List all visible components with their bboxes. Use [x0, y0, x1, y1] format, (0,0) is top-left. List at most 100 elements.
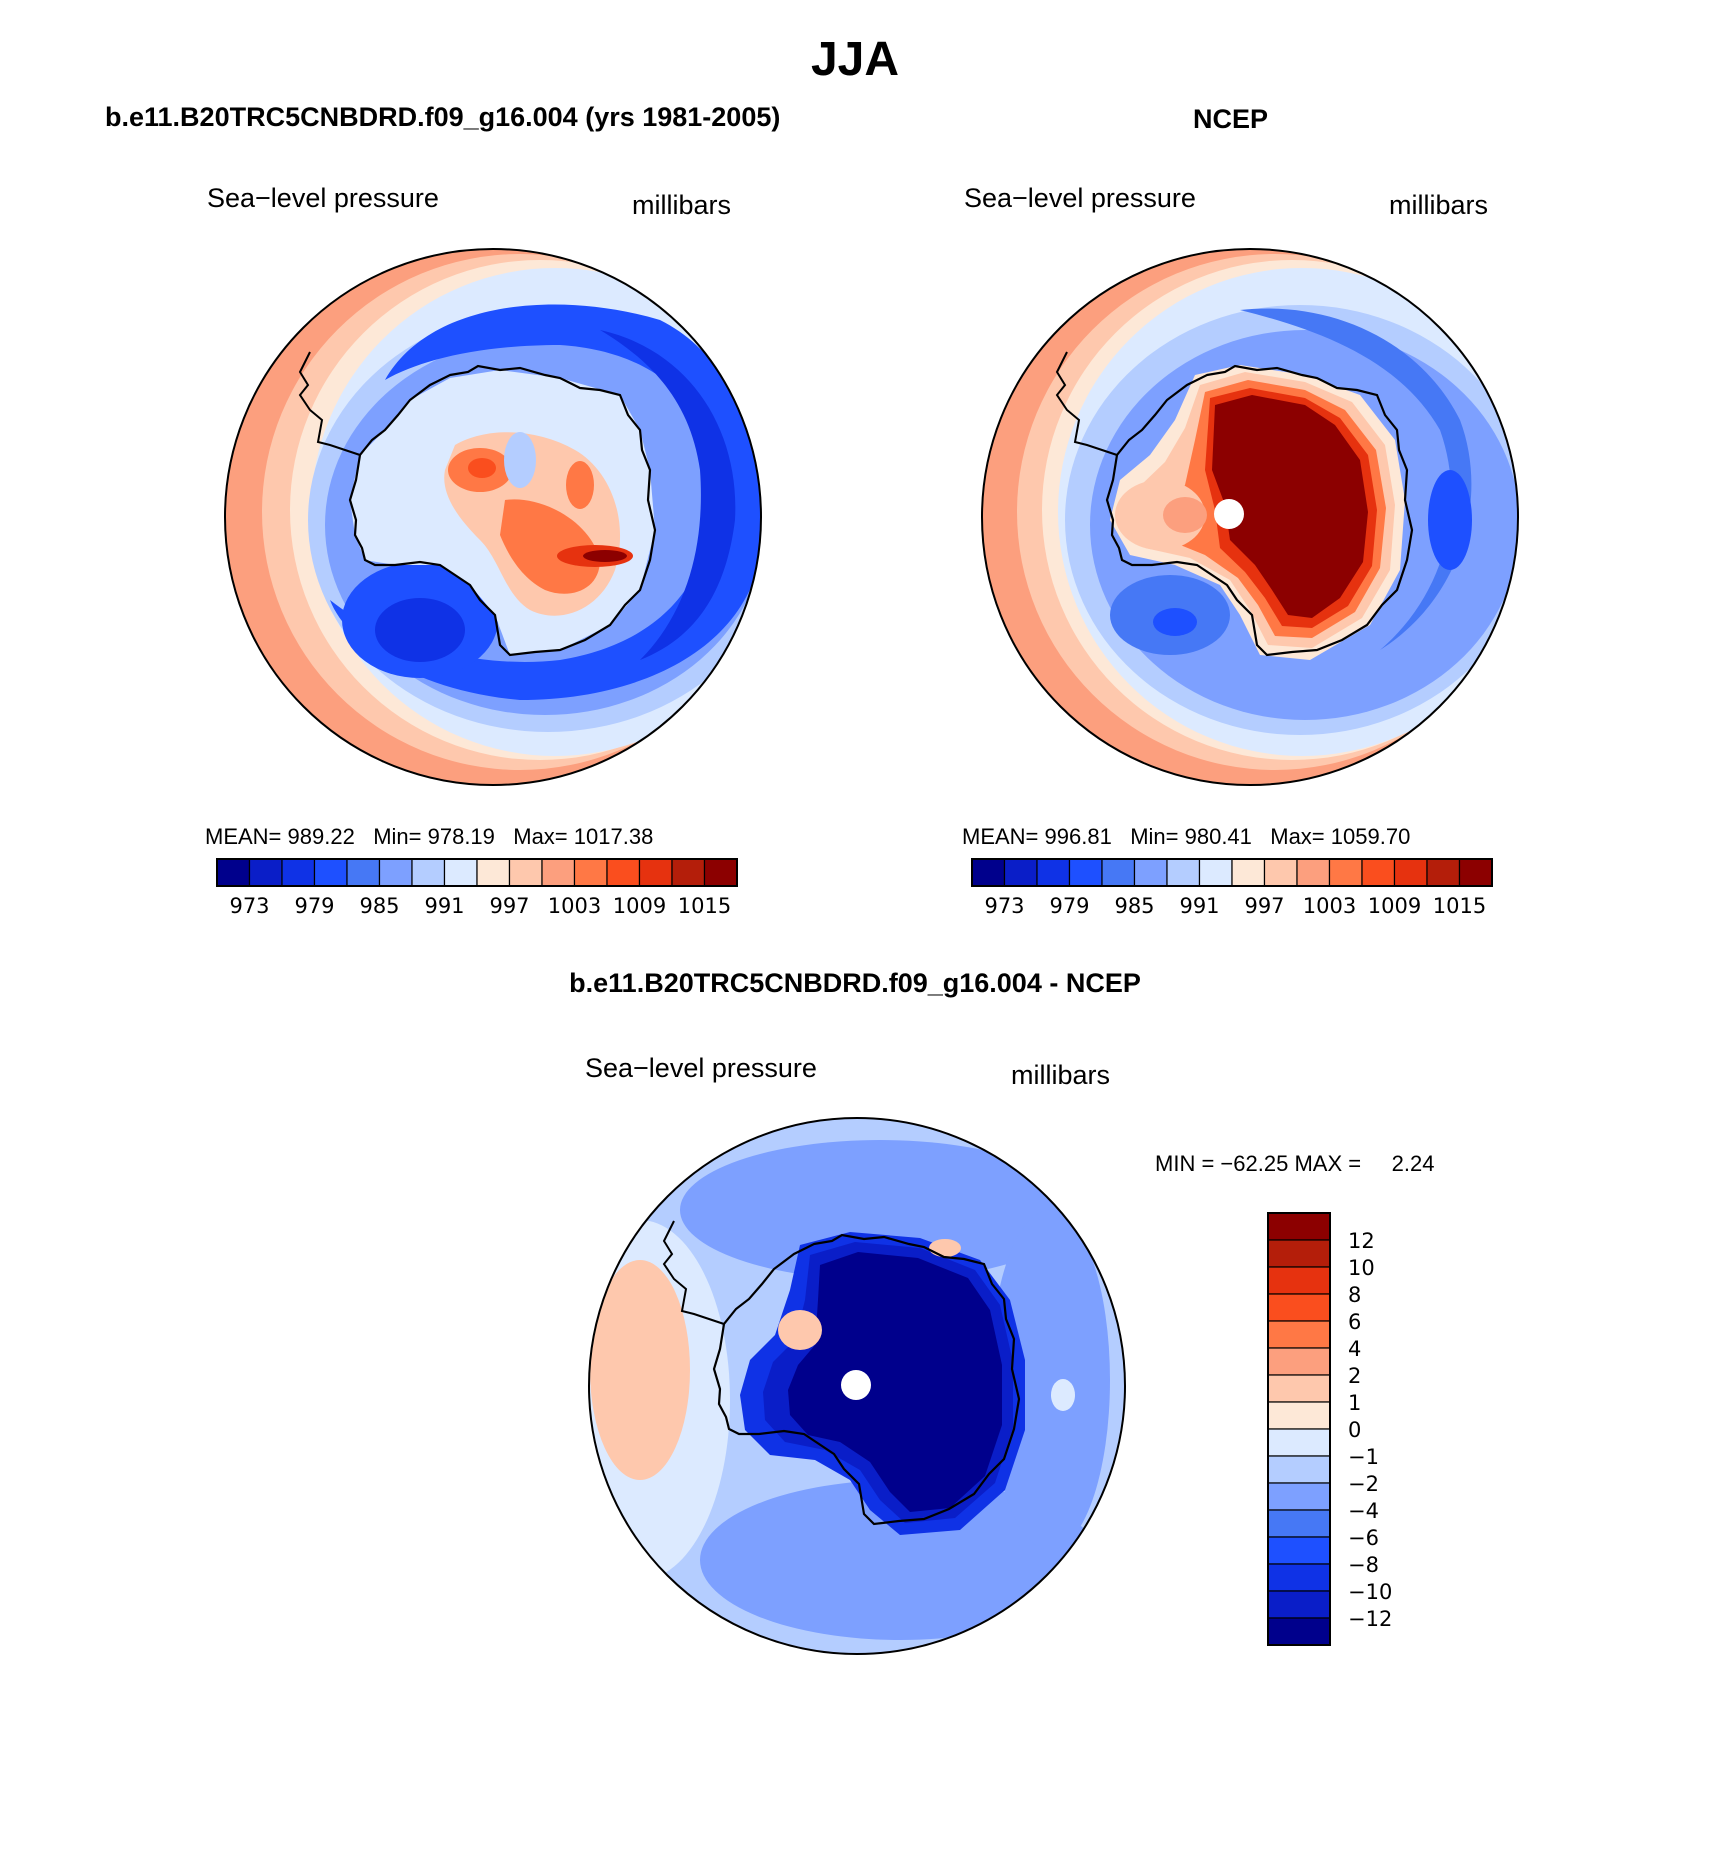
panel3-map	[589, 1118, 1125, 1654]
colorbar-swatch	[1166, 858, 1201, 887]
colorbar-tick-label: 10	[1348, 1256, 1375, 1280]
colorbar-swatch	[1036, 858, 1071, 887]
panel3-antarctica-coastline	[712, 1233, 1021, 1526]
panel2-continent-darkred	[1212, 395, 1368, 618]
colorbar-swatch	[1231, 858, 1266, 887]
panel2-ross-low-core	[1153, 608, 1197, 636]
panel1-min-label: Min=	[373, 824, 422, 849]
colorbar-tick-label: 1003	[548, 894, 601, 918]
panel3-east-spot	[1051, 1379, 1075, 1411]
panel2-mean-value: 996.81	[1044, 824, 1112, 849]
panel3-variable-label: Sea−level pressure	[585, 1053, 817, 1083]
colorbar-tick-label: 979	[294, 894, 334, 918]
panel3-west-pink	[590, 1260, 690, 1480]
colorbar-swatch	[971, 858, 1006, 887]
colorbar-swatch	[1267, 1266, 1331, 1295]
panel1-max-label: Max=	[513, 824, 568, 849]
panel1-blue-notch	[504, 432, 536, 488]
panel1-units-label: millibars	[632, 190, 732, 220]
colorbar-tick-label: 0	[1348, 1418, 1361, 1442]
panel1-ross-low-core	[375, 598, 465, 662]
colorbar-swatch	[1003, 858, 1038, 887]
panel3-south-band	[700, 1480, 1100, 1640]
panel3-min-label: MIN =	[1155, 1151, 1215, 1176]
panel2-low-arc	[1240, 308, 1472, 650]
panel3-max-label: MAX =	[1294, 1151, 1362, 1176]
colorbar-swatch	[216, 858, 251, 887]
colorbar-swatch	[443, 858, 478, 887]
colorbar-tick-label: −2	[1348, 1472, 1379, 1496]
colorbar-frame	[1267, 1212, 1331, 1646]
panel2-pole-marker	[1214, 499, 1244, 529]
colorbar-tick-label: 1015	[678, 894, 731, 918]
panel3-peninsula-pink	[778, 1310, 822, 1350]
panel2-max-value: 1059.70	[1330, 824, 1411, 849]
panel3-map-border	[588, 1117, 1126, 1655]
panel1-stats: MEAN= 989.22 Min= 978.19 Max= 1017.38	[205, 824, 653, 850]
colorbar-swatch	[1267, 1320, 1331, 1349]
panel3-pole-marker	[841, 1370, 871, 1400]
panel3-continent-core	[788, 1252, 1002, 1512]
colorbar-swatch	[411, 858, 446, 887]
colorbar-swatch	[1267, 1617, 1331, 1646]
colorbar-tick-label: 2	[1348, 1364, 1361, 1388]
colorbar-tick-label: −12	[1348, 1607, 1392, 1631]
colorbar-swatch	[1267, 1428, 1331, 1457]
colorbar-swatch	[248, 858, 283, 887]
panel1-map	[225, 249, 761, 785]
colorbar-swatch	[1068, 858, 1103, 887]
colorbar-swatch	[671, 858, 706, 887]
panel2-map-border	[981, 248, 1519, 786]
colorbar-tick-label: 1009	[1368, 894, 1421, 918]
panel2-antarctica-coastline	[1105, 364, 1414, 657]
panel3-stats: MIN = −62.25 MAX = 2.24	[1155, 1151, 1434, 1177]
colorbar-swatch	[1393, 858, 1428, 887]
panel1-mean-value: 989.22	[287, 824, 355, 849]
panel1-high-ridge-core	[583, 550, 627, 562]
colorbar-swatch	[313, 858, 348, 887]
panel3-title: b.e11.B20TRC5CNBDRD.f09_g16.004 - NCEP	[569, 968, 1141, 998]
colorbar-swatch	[1133, 858, 1168, 887]
colorbar-swatch	[346, 858, 381, 887]
colorbar-swatch	[541, 858, 576, 887]
colorbar-tick-label: 991	[424, 894, 464, 918]
colorbar-swatch	[1361, 858, 1396, 887]
panel1-high-spot-1-core	[468, 458, 496, 478]
panel1-title: b.e11.B20TRC5CNBDRD.f09_g16.004 (yrs 198…	[105, 102, 781, 132]
panel1-peninsula	[298, 351, 361, 456]
colorbar-tick-label: 973	[229, 894, 269, 918]
colorbar-swatch	[606, 858, 641, 887]
colorbar-tick-label: 6	[1348, 1310, 1361, 1334]
colorbar-tick-label: −4	[1348, 1499, 1379, 1523]
panel3-east-band	[990, 1210, 1110, 1550]
colorbar-swatch	[1296, 858, 1331, 887]
colorbar-swatch	[281, 858, 316, 887]
panel2-units-label: millibars	[1389, 190, 1489, 220]
panel2-stats: MEAN= 996.81 Min= 980.41 Max= 1059.70	[962, 824, 1410, 850]
panel3-peninsula	[662, 1220, 725, 1325]
panel2-mean-label: MEAN=	[962, 824, 1039, 849]
colorbar-swatch	[1267, 1347, 1331, 1376]
colorbar-swatch	[1198, 858, 1233, 887]
colorbar-swatch	[1267, 1563, 1331, 1592]
colorbar-tick-label: 8	[1348, 1283, 1361, 1307]
panel2-map	[982, 249, 1518, 785]
colorbar-tick-label: −6	[1348, 1526, 1379, 1550]
panel3-min-value: −62.25	[1220, 1151, 1289, 1176]
panel1-mean-label: MEAN=	[205, 824, 282, 849]
panel1-max-value: 1017.38	[573, 824, 654, 849]
colorbar-swatch	[1426, 858, 1461, 887]
colorbar-swatch	[1267, 1482, 1331, 1511]
colorbar-tick-label: 991	[1179, 894, 1219, 918]
panel3-max-value: 2.24	[1391, 1151, 1435, 1176]
panel1-high-spot-2	[566, 461, 594, 509]
panel1-low-arc-inner	[600, 330, 736, 660]
colorbar-tick-label: 1015	[1433, 894, 1486, 918]
colorbar-swatch	[1267, 1374, 1331, 1403]
colorbar-frame	[216, 858, 738, 887]
colorbar-swatch	[508, 858, 543, 887]
colorbar-tick-label: 1	[1348, 1391, 1361, 1415]
colorbar-tick-label: −8	[1348, 1553, 1379, 1577]
